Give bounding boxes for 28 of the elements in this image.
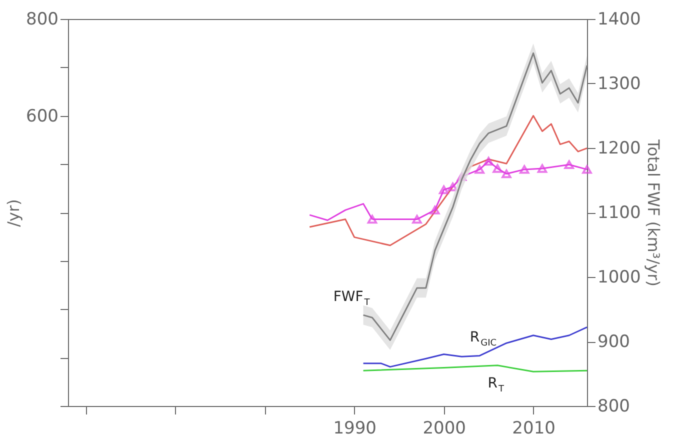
y2-tick-label: 1000 xyxy=(598,268,641,288)
point xyxy=(412,214,422,224)
point xyxy=(537,164,548,173)
point xyxy=(438,185,449,194)
y2-tick-label: 900 xyxy=(598,332,630,352)
point xyxy=(484,156,494,166)
point xyxy=(430,206,440,214)
y2-axis-title: Total FWF (km³/yr) xyxy=(644,138,663,286)
line-series xyxy=(362,364,588,372)
x-tick-label: 1990 xyxy=(333,418,376,438)
point xyxy=(519,165,530,174)
point xyxy=(564,160,574,169)
point xyxy=(582,165,592,174)
x-tick-label: 2010 xyxy=(512,418,556,438)
point xyxy=(474,165,484,174)
x-tick-label: 2000 xyxy=(422,418,466,438)
point xyxy=(502,169,512,178)
line-series xyxy=(362,326,588,368)
y-axis-title: /yr) xyxy=(4,199,24,227)
y2-tick-label: 1300 xyxy=(598,74,641,94)
y2-tick-label: 1100 xyxy=(598,203,641,223)
y2-tick-label: 800 xyxy=(598,396,630,416)
y-tick-label: 600 xyxy=(26,106,58,126)
y2-tick-label: 1200 xyxy=(598,138,641,158)
line-series xyxy=(308,115,588,246)
point xyxy=(492,164,502,173)
y2-tick-label: 1400 xyxy=(598,10,641,30)
point xyxy=(448,182,458,192)
